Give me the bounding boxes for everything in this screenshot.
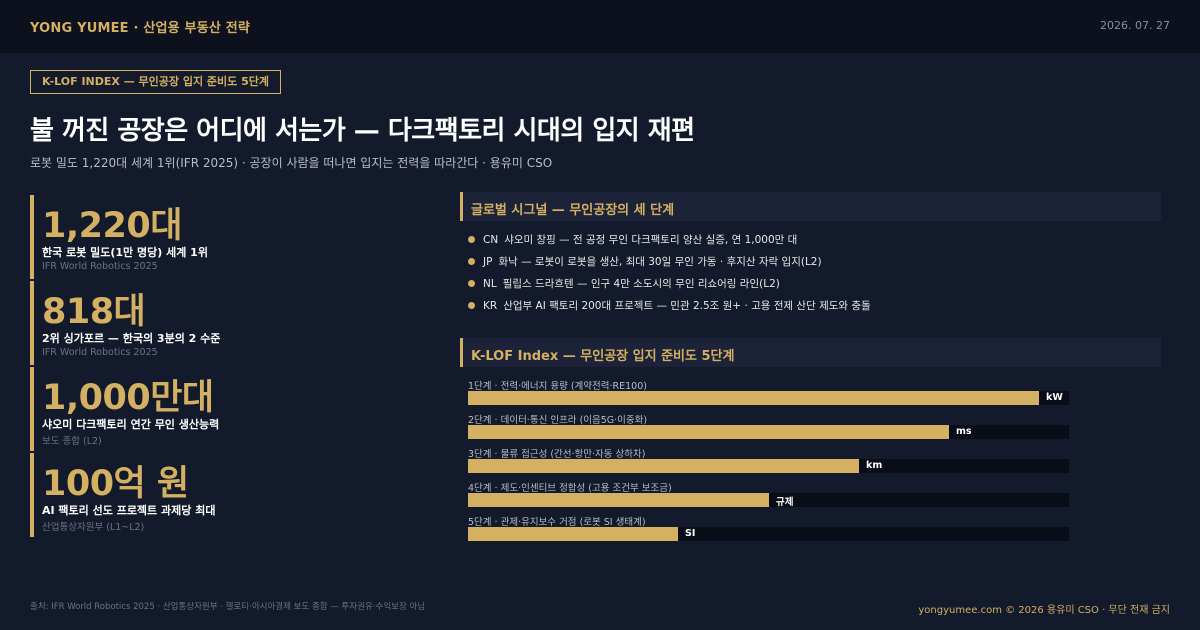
publish-date: 2026. 07. 27 — [1100, 19, 1170, 32]
stat-source: 보도 종합 (L2) — [42, 436, 102, 447]
index-bar-row: 3단계 · 물류 접근성 (간선·항만·자동 상하차) km — [468, 446, 1069, 476]
signal-text: 샤오미 창핑 — 전 공정 무인 다크팩토리 양산 실증, 연 1,000만 대 — [504, 234, 798, 246]
signal-text: 필립스 드라흐텐 — 인구 4만 소도시의 무인 리쇼어링 라인(L2) — [502, 278, 780, 290]
bullet-dot-icon — [468, 257, 475, 265]
bar-fill — [468, 425, 949, 439]
country-code: NL — [483, 278, 497, 290]
stat-card: 1,000만대 샤오미 다크팩토리 연간 무인 생산능력 보도 종합 (L2) — [30, 367, 414, 451]
index-bar-row: 2단계 · 데이터·통신 인프라 (이음5G·이중화) ms — [468, 412, 1069, 442]
bar-label: 1단계 · 전력·에너지 용량 (계약전력·RE100) — [468, 381, 647, 392]
stat-label: AI 팩토리 선도 프로젝트 과제당 최대 — [42, 504, 216, 517]
signals-section-title: 글로벌 시그널 — 무인공장의 세 단계 — [471, 203, 675, 218]
stat-source: IFR World Robotics 2025 — [42, 261, 158, 272]
bar-unit: kW — [1046, 392, 1063, 403]
bar-track: kW — [468, 391, 1069, 405]
bar-track: ms — [468, 425, 1069, 439]
signal-item: KR 산업부 AI 팩토리 200대 프로젝트 — 민관 2.5조 원+ · 고용… — [468, 298, 871, 314]
bullet-dot-icon — [468, 301, 475, 309]
index-tag: K-LOF INDEX — 무인공장 입지 준비도 5단계 — [30, 70, 281, 94]
bar-track: 규제 — [468, 493, 1069, 508]
bar-fill — [468, 391, 1039, 405]
top-bar: YONG YUMEE · 산업용 부동산 전략 2026. 07. 27 — [0, 0, 1200, 53]
country-code: KR — [483, 300, 498, 312]
bar-label: 3단계 · 물류 접근성 (간선·항만·자동 상하차) — [468, 449, 646, 460]
bar-label: 2단계 · 데이터·통신 인프라 (이음5G·이중화) — [468, 415, 648, 426]
bar-label: 4단계 · 제도·인센티브 정합성 (고용 조건부 보조금) — [468, 483, 672, 494]
signal-item: CN 샤오미 창핑 — 전 공정 무인 다크팩토리 양산 실증, 연 1,000만… — [468, 232, 797, 248]
index-section-header: K-LOF Index — 무인공장 입지 준비도 5단계 — [460, 338, 1161, 367]
country-code: JP — [483, 256, 493, 268]
index-bar-row: 5단계 · 관제·유지보수 거점 (로봇 SI 생태계) SI — [468, 514, 1069, 544]
signals-section-header: 글로벌 시그널 — 무인공장의 세 단계 — [460, 192, 1161, 221]
stat-label: 2위 싱가포르 — 한국의 3분의 2 수준 — [42, 332, 221, 345]
stat-source: IFR World Robotics 2025 — [42, 347, 158, 358]
bar-fill — [468, 493, 769, 507]
bar-unit: SI — [685, 528, 696, 539]
footer-sources: 출처: IFR World Robotics 2025 · 산업통상자원부 · … — [30, 602, 426, 612]
stat-source: 산업통상자원부 (L1~L2) — [42, 522, 145, 533]
stat-label: 샤오미 다크팩토리 연간 무인 생산능력 — [42, 418, 220, 431]
footer-copyright: yongyumee.com © 2026 용유미 CSO · 무단 전재 금지 — [918, 605, 1170, 616]
bullet-dot-icon — [468, 235, 475, 243]
index-bar-row: 4단계 · 제도·인센티브 정합성 (고용 조건부 보조금) 규제 — [468, 480, 1069, 510]
stat-card: 1,220대 한국 로봇 밀도(1만 명당) 세계 1위 IFR World R… — [30, 195, 414, 279]
stat-value: 1,000만대 — [42, 378, 214, 418]
page-subtitle: 로봇 밀도 1,220대 세계 1위(IFR 2025) · 공장이 사람을 떠… — [30, 156, 553, 170]
signal-text: 산업부 AI 팩토리 200대 프로젝트 — 민관 2.5조 원+ · 고용 전… — [503, 300, 871, 312]
stat-value: 1,220대 — [42, 206, 182, 246]
bar-fill — [468, 459, 859, 473]
bar-fill — [468, 527, 678, 541]
signal-item: NL 필립스 드라흐텐 — 인구 4만 소도시의 무인 리쇼어링 라인(L2) — [468, 276, 780, 292]
brand-label: YONG YUMEE · 산업용 부동산 전략 — [30, 21, 251, 36]
signal-text: 화낙 — 로봇이 로봇을 생산, 최대 30일 무인 가동 · 후지산 자락 입… — [498, 256, 822, 268]
bar-unit: 규제 — [776, 497, 794, 508]
bar-track: SI — [468, 527, 1069, 541]
stat-value: 818대 — [42, 292, 146, 332]
bar-unit: ms — [956, 426, 972, 437]
stat-label: 한국 로봇 밀도(1만 명당) 세계 1위 — [42, 246, 208, 259]
bar-unit: km — [866, 460, 883, 471]
stat-value: 100억 원 — [42, 464, 189, 504]
bar-track: km — [468, 459, 1069, 473]
stat-card: 100억 원 AI 팩토리 선도 프로젝트 과제당 최대 산업통상자원부 (L1… — [30, 453, 414, 537]
index-section-title: K-LOF Index — 무인공장 입지 준비도 5단계 — [471, 349, 735, 364]
page-title: 불 꺼진 공장은 어디에 서는가 — 다크팩토리 시대의 입지 재편 — [30, 116, 695, 146]
stat-card: 818대 2위 싱가포르 — 한국의 3분의 2 수준 IFR World Ro… — [30, 281, 414, 365]
index-bar-row: 1단계 · 전력·에너지 용량 (계약전력·RE100) kW — [468, 378, 1069, 408]
country-code: CN — [483, 234, 499, 246]
bar-label: 5단계 · 관제·유지보수 거점 (로봇 SI 생태계) — [468, 517, 646, 528]
signal-item: JP 화낙 — 로봇이 로봇을 생산, 최대 30일 무인 가동 · 후지산 자락… — [468, 254, 822, 270]
bullet-dot-icon — [468, 279, 475, 287]
